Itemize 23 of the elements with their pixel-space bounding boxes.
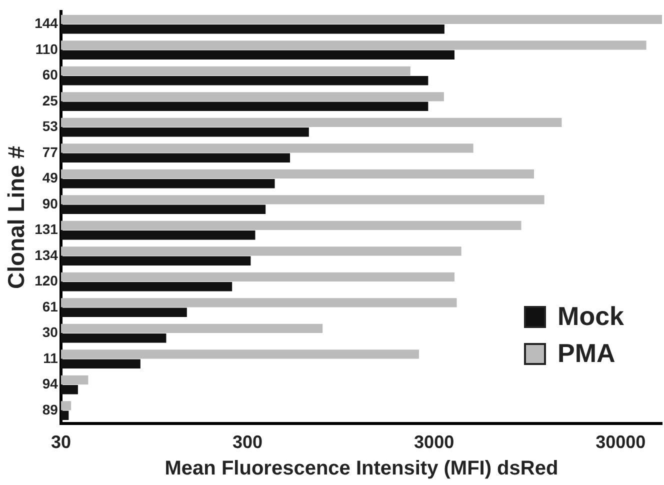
y-tick-label: 60 — [42, 66, 58, 83]
y-tick-label: 110 — [35, 40, 58, 57]
y-tick-label: 61 — [42, 298, 58, 314]
y-tick-label: 144 — [34, 15, 58, 32]
x-axis-title: Mean Fluorescence Intensity (MFI) dsRed — [164, 458, 558, 480]
y-tick-label: 25 — [42, 92, 58, 108]
y-tick-label: 120 — [34, 272, 58, 289]
x-tick-label: 30000 — [596, 432, 646, 452]
x-tick-label: 3000 — [414, 432, 454, 452]
y-tick-label: 89 — [42, 401, 58, 418]
x-tick-label: 300 — [232, 432, 263, 452]
y-tick-label: 134 — [34, 246, 58, 263]
y-tick-label: 11 — [43, 350, 58, 366]
y-tick-label: 94 — [42, 376, 58, 392]
y-axis-title: Clonal Line # — [3, 146, 30, 289]
legend-label: Mock — [558, 301, 624, 332]
y-tick-label: 53 — [42, 118, 58, 134]
y-tick-label: 30 — [42, 324, 58, 340]
y-tick-label: 77 — [42, 144, 58, 160]
y-tick-label: 49 — [42, 170, 58, 186]
y-tick-label: 90 — [42, 195, 58, 212]
legend-label: PMA — [558, 338, 616, 369]
y-tick-label: 131 — [34, 221, 58, 238]
